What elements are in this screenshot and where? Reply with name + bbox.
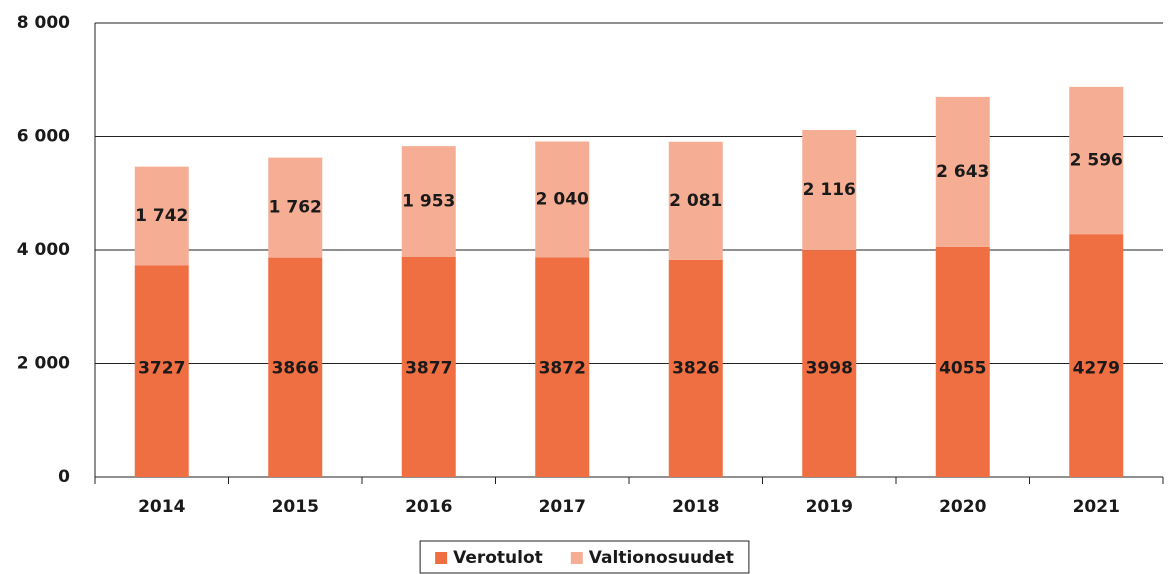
- value-label: 3866: [272, 359, 319, 379]
- bar-segment: [401, 146, 456, 257]
- x-tick-label: 2014: [138, 497, 185, 517]
- bar-segment: [668, 259, 723, 477]
- bar-segment: [1069, 234, 1124, 477]
- bar-segment: [802, 130, 857, 251]
- bar-segment: [268, 257, 323, 477]
- x-tick-label: 2020: [939, 497, 986, 517]
- legend-label: Valtionosuudet: [589, 548, 734, 568]
- x-tick-label: 2015: [272, 497, 319, 517]
- value-label: 1 762: [269, 198, 322, 218]
- y-tick-label: 8 000: [17, 13, 70, 33]
- x-tick-label: 2016: [405, 497, 452, 517]
- bar-segment: [535, 141, 590, 258]
- x-tick-label: 2019: [806, 497, 853, 517]
- value-label: 2 596: [1070, 151, 1123, 171]
- bar-segment: [802, 250, 857, 477]
- value-label: 1 742: [135, 206, 188, 226]
- value-label: 4279: [1073, 359, 1120, 379]
- bar-segment: [668, 141, 723, 260]
- value-label: 3727: [138, 359, 185, 379]
- x-tick-label: 2021: [1073, 497, 1120, 517]
- legend-swatch: [435, 552, 448, 564]
- y-tick-label: 6 000: [17, 127, 70, 147]
- bar-segment: [401, 256, 456, 477]
- legend: Verotulot Valtionosuudet: [419, 540, 750, 574]
- x-tick-label: 2018: [672, 497, 719, 517]
- value-label: 3826: [672, 359, 719, 379]
- bar-segment: [935, 96, 990, 247]
- value-label: 2 040: [536, 189, 589, 209]
- legend-label: Verotulot: [453, 548, 543, 568]
- value-label: 2 081: [669, 191, 722, 211]
- value-label: 4055: [939, 359, 986, 379]
- value-label: 2 643: [936, 162, 989, 182]
- legend-swatch: [570, 552, 583, 564]
- value-label: 2 116: [803, 180, 856, 200]
- value-label: 3872: [539, 359, 586, 379]
- bar-segment: [134, 166, 189, 266]
- bar-segment: [1069, 86, 1124, 235]
- y-tick-label: 0: [58, 467, 70, 487]
- value-label: 3877: [405, 359, 452, 379]
- bar-segment: [935, 246, 990, 477]
- y-tick-label: 4 000: [17, 240, 70, 260]
- value-label: 1 953: [402, 192, 455, 212]
- bar-segment: [535, 257, 590, 477]
- x-tick-label: 2017: [539, 497, 586, 517]
- bar-segment: [134, 265, 189, 477]
- y-tick-label: 2 000: [17, 354, 70, 374]
- bar-segment: [268, 157, 323, 258]
- legend-box: [419, 540, 750, 574]
- value-label: 3998: [806, 359, 853, 379]
